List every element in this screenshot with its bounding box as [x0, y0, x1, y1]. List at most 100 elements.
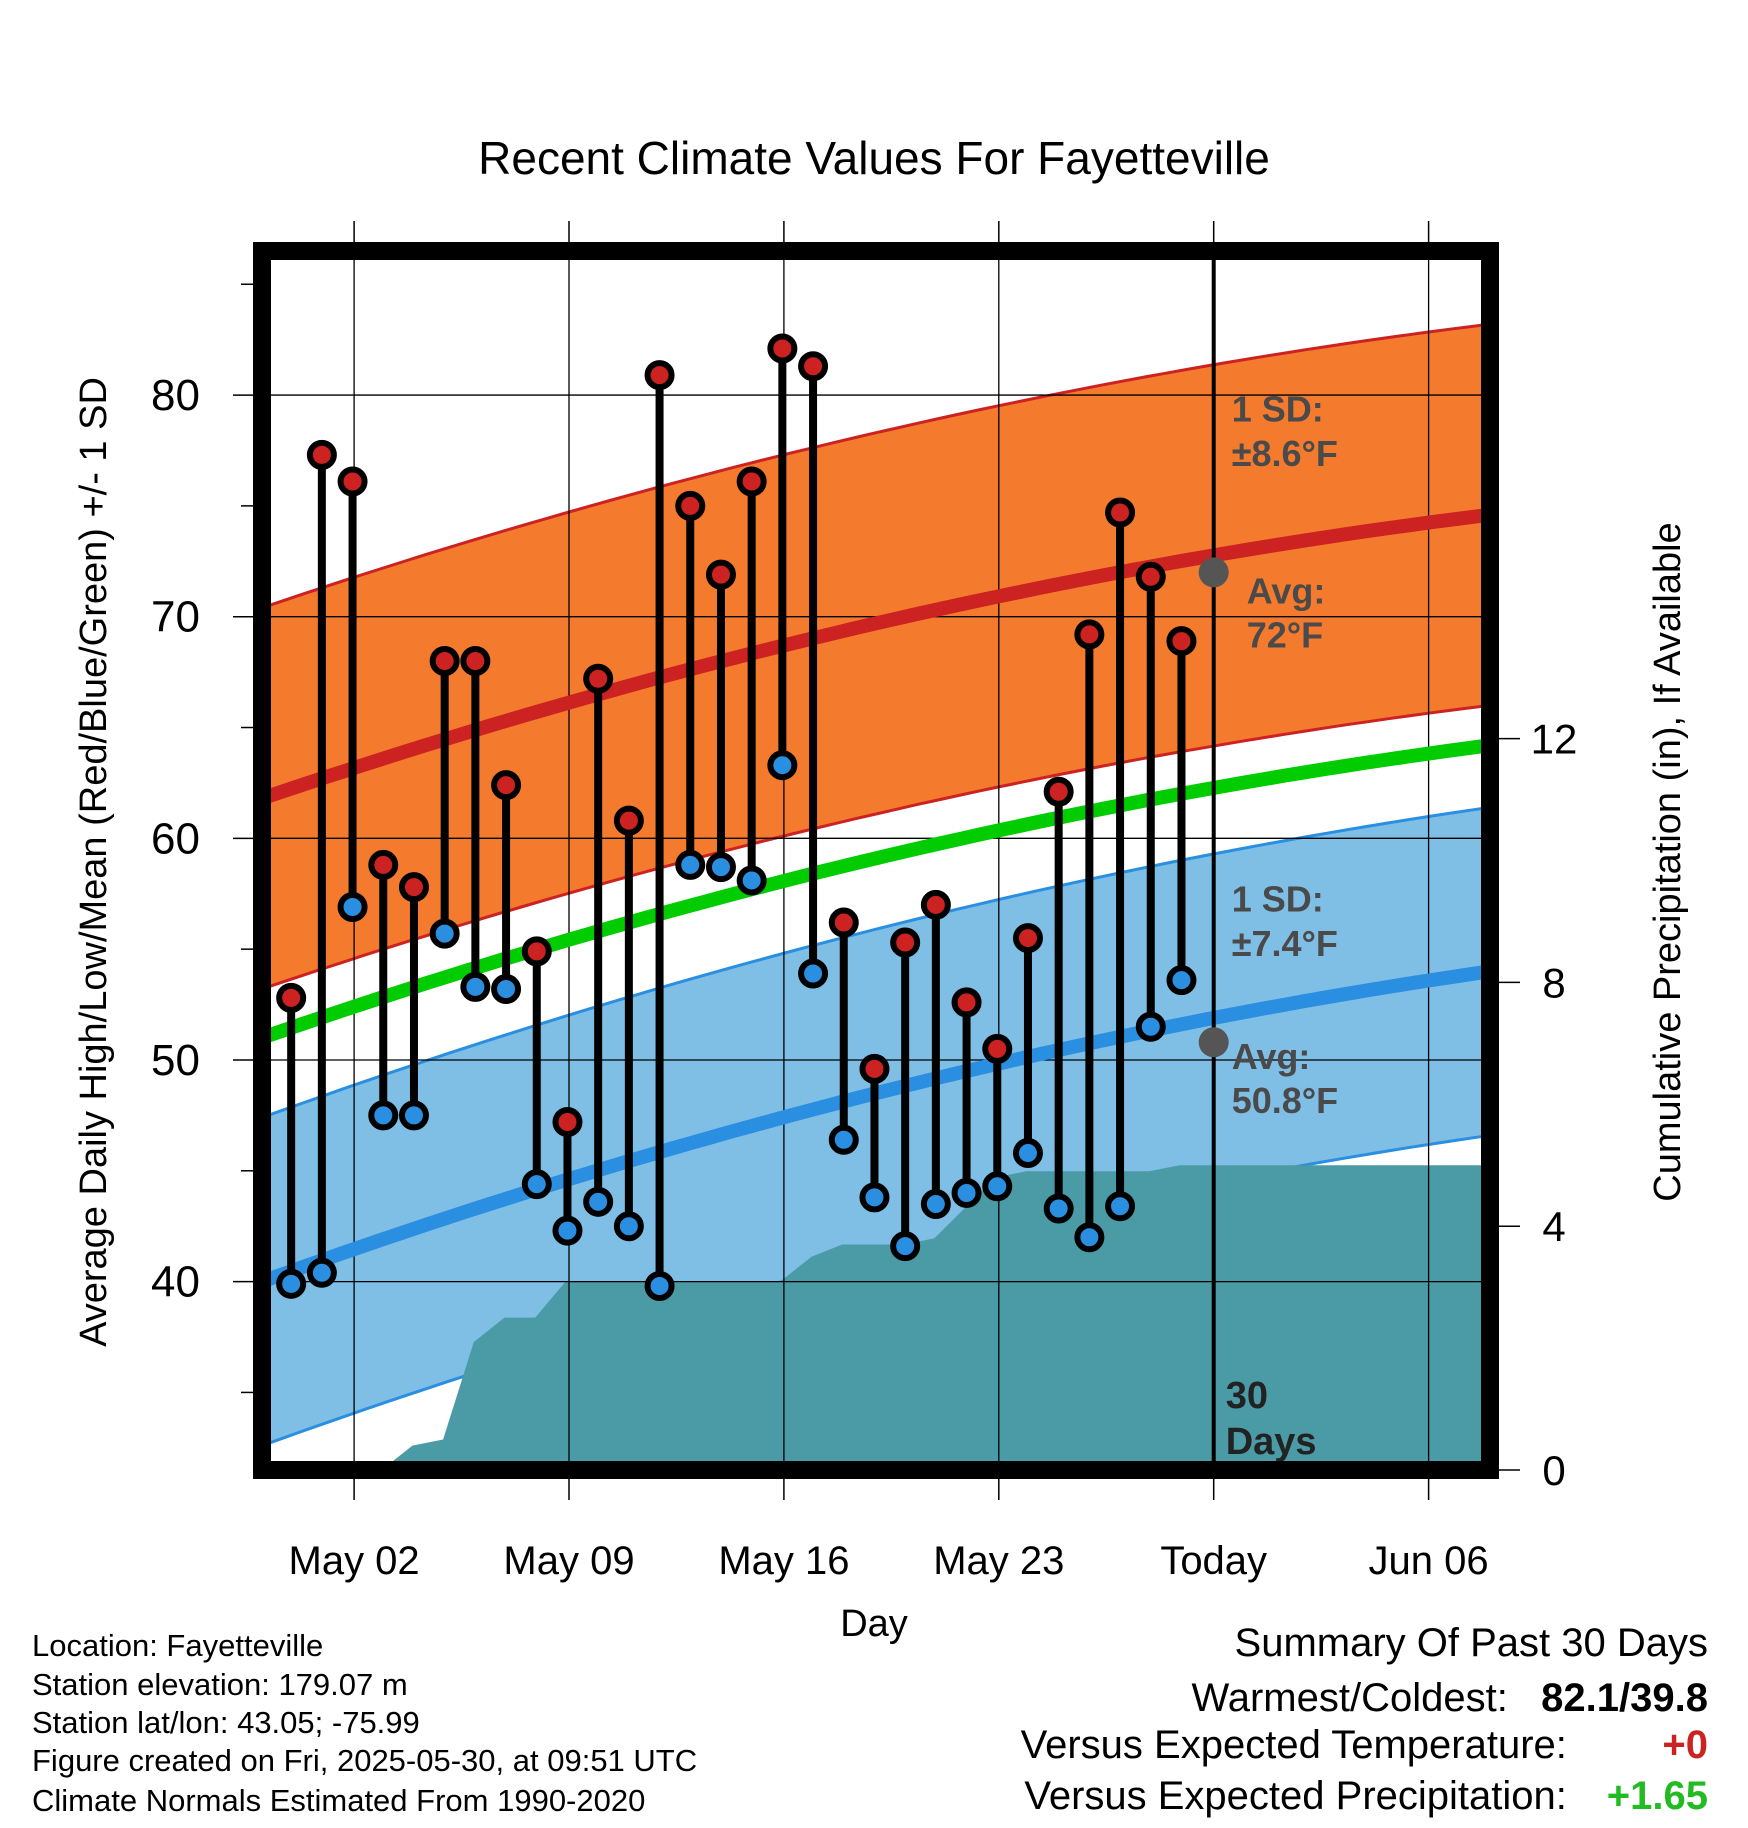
- low-point-28: [1105, 1191, 1136, 1222]
- high-point-9: [521, 936, 552, 967]
- y2-axis-label: Cumulative Precipitation (in), If Availa…: [1647, 522, 1689, 1201]
- high-sd-value: ±8.6°F: [1232, 433, 1338, 474]
- warmest-coldest-value: 82.1/39.8: [1541, 1676, 1708, 1720]
- normals-text: Climate Normals Estimated From 1990-2020: [32, 1783, 646, 1818]
- high-point-5: [398, 872, 429, 903]
- temperature-value: +0: [1662, 1723, 1708, 1767]
- high-point-16: [736, 466, 767, 497]
- chart-title: Recent Climate Values For Fayetteville: [478, 132, 1270, 184]
- today-low-avg-marker: [1198, 1027, 1229, 1058]
- high-point-29: [1135, 561, 1166, 592]
- low-point-5: [398, 1100, 429, 1131]
- summary-title: Summary Of Past 30 Days: [1234, 1621, 1708, 1665]
- temperature-label: Versus Expected Temperature:: [1020, 1723, 1567, 1767]
- low-avg-label: Avg:: [1232, 1036, 1311, 1077]
- low-point-30: [1166, 965, 1197, 996]
- low-avg-value: 50.8°F: [1232, 1080, 1338, 1121]
- summary-temperature: Versus Expected Temperature: +0: [1021, 1725, 1708, 1765]
- high-point-22: [920, 889, 951, 920]
- high-point-8: [491, 770, 522, 801]
- high-point-10: [552, 1107, 583, 1138]
- low-point-17: [767, 750, 798, 781]
- high-point-12: [613, 805, 644, 836]
- low-point-15: [705, 852, 736, 883]
- low-point-14: [675, 849, 706, 880]
- y2-tick-label-12: 12: [1531, 716, 1578, 763]
- low-point-20: [859, 1182, 890, 1213]
- low-sd-value: ±7.4°F: [1232, 923, 1338, 964]
- high-point-15: [705, 559, 736, 590]
- y-tick-label-60: 60: [151, 814, 200, 863]
- high-point-25: [1012, 923, 1043, 954]
- low-point-23: [951, 1177, 982, 1208]
- x-tick-label-5: Today: [1160, 1539, 1267, 1583]
- high-point-27: [1074, 619, 1105, 650]
- x-tick-label-2: May 09: [503, 1539, 634, 1583]
- low-point-13: [644, 1271, 675, 1302]
- high-point-19: [828, 907, 859, 938]
- high-point-11: [583, 663, 614, 694]
- x-tick-label-3: May 16: [718, 1539, 849, 1583]
- y2-tick-label-0: 0: [1542, 1447, 1565, 1494]
- low-point-21: [890, 1231, 921, 1262]
- high-point-20: [859, 1053, 890, 1084]
- low-point-8: [491, 974, 522, 1005]
- created-text: Figure created on Fri, 2025-05-30, at 09…: [32, 1743, 698, 1778]
- latlon-text: Station lat/lon: 43.05; -75.99: [32, 1705, 420, 1740]
- axes-frame: [253, 242, 1499, 1479]
- low-point-4: [368, 1100, 399, 1131]
- high-point-1: [276, 982, 307, 1013]
- high-point-26: [1043, 776, 1074, 807]
- low-point-25: [1012, 1138, 1043, 1169]
- low-point-3: [337, 892, 368, 923]
- y-tick-label-50: 50: [151, 1036, 200, 1085]
- high-point-17: [767, 333, 798, 364]
- low-sd-label: 1 SD:: [1232, 878, 1324, 919]
- today-high-avg-marker: [1198, 557, 1229, 588]
- precipitation-value: +1.65: [1606, 1774, 1708, 1818]
- high-avg-label: Avg:: [1247, 570, 1326, 611]
- high-point-2: [306, 439, 337, 470]
- high-sd-upper-line: [262, 322, 1490, 610]
- low-point-9: [521, 1169, 552, 1200]
- low-point-1: [276, 1268, 307, 1299]
- low-point-7: [460, 971, 491, 1002]
- summary-precipitation: Versus Expected Precipitation: +1.65: [1024, 1776, 1708, 1816]
- low-point-29: [1135, 1011, 1166, 1042]
- y2-tick-label-8: 8: [1542, 959, 1565, 1006]
- low-point-11: [583, 1186, 614, 1217]
- high-point-30: [1166, 626, 1197, 657]
- x-tick-label-6: Jun 06: [1369, 1539, 1489, 1583]
- y-tick-label-80: 80: [151, 371, 200, 420]
- y2-tick-label-4: 4: [1542, 1203, 1565, 1250]
- days-label-line-2: Days: [1226, 1421, 1317, 1463]
- high-avg-value: 72°F: [1247, 615, 1323, 656]
- high-point-18: [798, 351, 829, 382]
- low-point-19: [828, 1124, 859, 1155]
- high-point-3: [337, 466, 368, 497]
- high-point-6: [429, 646, 460, 677]
- low-point-24: [982, 1171, 1013, 1202]
- high-point-23: [951, 987, 982, 1018]
- low-point-12: [613, 1211, 644, 1242]
- days-label-line-1: 30: [1226, 1375, 1268, 1417]
- warmest-coldest-label: Warmest/Coldest:: [1191, 1676, 1508, 1720]
- low-point-10: [552, 1215, 583, 1246]
- low-point-18: [798, 958, 829, 989]
- low-sd-upper-line: [262, 805, 1490, 1120]
- x-tick-label-4: May 23: [933, 1539, 1064, 1583]
- x-tick-label-1: May 02: [289, 1539, 420, 1583]
- high-point-24: [982, 1033, 1013, 1064]
- low-point-22: [920, 1189, 951, 1220]
- low-point-26: [1043, 1193, 1074, 1224]
- summary-warmest-coldest: Warmest/Coldest: 82.1/39.8: [1191, 1678, 1708, 1718]
- high-point-21: [890, 927, 921, 958]
- normal-high-line: [262, 507, 1490, 806]
- high-point-28: [1105, 497, 1136, 528]
- high-point-4: [368, 849, 399, 880]
- low-point-6: [429, 918, 460, 949]
- high-sd-label: 1 SD:: [1232, 389, 1324, 430]
- y-tick-label-70: 70: [151, 593, 200, 642]
